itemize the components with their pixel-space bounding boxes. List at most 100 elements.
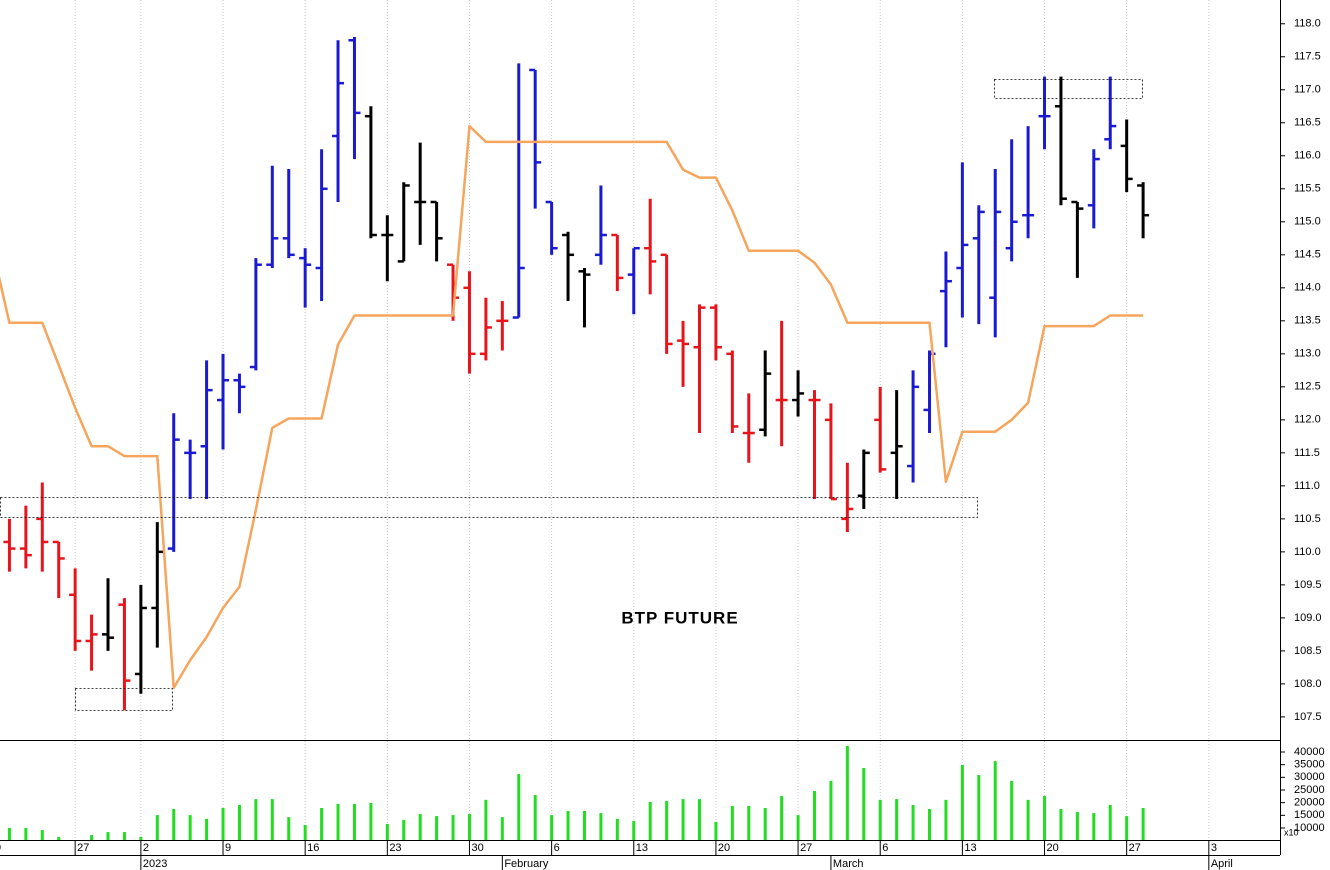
x-tick-label: 9 [0, 842, 1, 854]
volume-bar [550, 815, 554, 840]
y-tick-label: 108.0 [1294, 678, 1322, 690]
volume-bar [435, 816, 439, 840]
volume-bar [566, 811, 570, 840]
volume-bar [90, 835, 94, 840]
y-tick-label: 118.0 [1294, 18, 1321, 30]
volume-bar [7, 828, 11, 840]
x-tick-label: 3 [1211, 842, 1217, 854]
x-major-label: February [504, 858, 549, 870]
x-tick-label: 30 [471, 842, 483, 854]
y-tick-label: 110.0 [1294, 546, 1321, 558]
x-tick-label: 2 [143, 842, 149, 854]
volume-bar [205, 818, 209, 840]
volume-bar [402, 819, 406, 840]
x-tick-label: 27 [1129, 842, 1141, 854]
volume-bar [665, 800, 669, 840]
y-tick-label: 113.5 [1294, 315, 1321, 327]
x-tick-label: 27 [77, 842, 89, 854]
x-major-label: 2023 [143, 858, 167, 870]
volume-bar [24, 828, 28, 840]
x-tick-label: 16 [307, 842, 319, 854]
y-tick-label: 114.5 [1294, 249, 1321, 261]
y-tick-label: 112.5 [1294, 381, 1321, 393]
x-major-label: March [833, 858, 864, 870]
y-tick-label: 116.0 [1294, 150, 1321, 162]
volume-bar [993, 761, 997, 840]
volume-bar [1026, 799, 1030, 840]
y-tick-label: 115.0 [1294, 216, 1321, 228]
volume-bar [928, 808, 932, 840]
y-tick-label: 107.5 [1294, 711, 1322, 723]
volume-bar [221, 807, 225, 840]
volume-bar [582, 811, 586, 840]
volume-bar [1092, 813, 1096, 840]
y-tick-label: 114.0 [1294, 282, 1321, 294]
volume-bar [467, 814, 471, 840]
y-tick-label: 20000 [1294, 797, 1325, 809]
volume-bar [172, 808, 176, 840]
y-tick-label: 15000 [1294, 809, 1325, 821]
volume-bar [862, 767, 866, 840]
y-tick-label: 116.5 [1294, 117, 1321, 129]
volume-bar [484, 799, 488, 840]
volume-bar [418, 814, 422, 840]
volume-bar [40, 830, 44, 840]
volume-bar [1010, 780, 1014, 840]
volume-bar [451, 815, 455, 840]
x-tick-label: 6 [554, 842, 560, 854]
volume-bar [1043, 796, 1047, 840]
x-tick-label: 13 [636, 842, 648, 854]
volume-bar [254, 799, 258, 840]
volume-bar [122, 832, 126, 840]
volume-bar [500, 817, 504, 840]
volume-bar [517, 774, 521, 840]
volume-bar [188, 815, 192, 840]
volume-bar [336, 803, 340, 840]
volume-bar [106, 832, 110, 840]
volume-bar [533, 795, 537, 840]
y-tick-label: 10000 [1294, 822, 1325, 834]
x-tick-label: 27 [800, 842, 812, 854]
y-tick-label: 111.0 [1294, 480, 1320, 492]
y-tick-label: 109.0 [1294, 612, 1322, 624]
x-tick-label: 13 [964, 842, 976, 854]
volume-bar [829, 780, 833, 840]
volume-bar [237, 804, 241, 840]
volume-bar [944, 799, 948, 840]
volume-bar [139, 836, 143, 840]
y-tick-label: 25000 [1294, 784, 1325, 796]
low-box [75, 688, 173, 711]
volume-bar [1141, 807, 1145, 840]
x-major-label: April [1211, 858, 1233, 870]
overlay-line [0, 124, 1144, 690]
volume-bar [895, 799, 899, 840]
volume-bar [303, 824, 307, 840]
volume-bar [780, 796, 784, 840]
volume-bar [747, 805, 751, 840]
volume-bar [714, 821, 718, 840]
volume-bar [1059, 808, 1063, 840]
volume-bar [796, 815, 800, 840]
y-tick-label: 35000 [1294, 759, 1325, 771]
volume-bar [763, 807, 767, 840]
y-tick-label: 30000 [1294, 771, 1325, 783]
y-tick-label: 111.5 [1294, 447, 1320, 459]
high-box [994, 79, 1143, 99]
y-tick-label: 117.0 [1294, 84, 1321, 96]
volume-bar [615, 818, 619, 840]
x-tick-label: 23 [389, 842, 401, 854]
volume-bar [1125, 816, 1129, 840]
volume-bar [648, 801, 652, 840]
volume-bar [1108, 804, 1112, 840]
x-tick-label: 20 [1047, 842, 1059, 854]
volume-bar [911, 804, 915, 840]
x-tick-label: 9 [225, 842, 231, 854]
volume-bar [57, 836, 61, 840]
volume-bar [813, 791, 816, 840]
volume-bar [320, 807, 324, 840]
x-tick-label: 20 [718, 842, 730, 854]
